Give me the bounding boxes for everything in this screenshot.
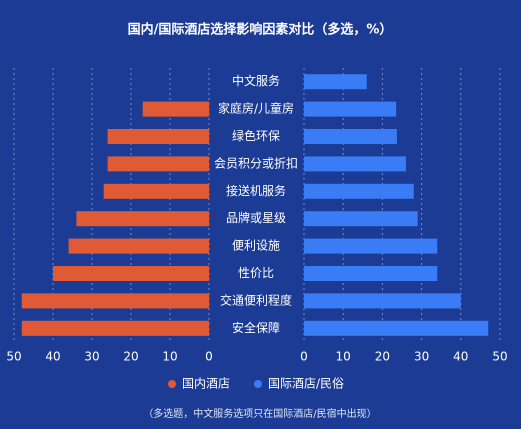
bar [107,129,209,144]
bar [103,183,209,199]
x-tick-label: 0 [300,350,308,364]
x-tick-label: 10 [162,350,177,364]
bar [304,238,438,254]
bar [304,211,418,227]
x-tick-label: 0 [205,350,213,364]
bar [76,211,210,227]
bar [304,129,397,144]
category-label: 中文服务 [232,73,280,88]
x-tick-label: 20 [123,350,138,364]
legend-swatch [168,380,176,388]
category-label: 便利设施 [232,239,280,253]
category-label: 家庭房/儿童房 [218,101,294,116]
x-tick-label: 30 [84,350,99,364]
x-tick-label: 10 [336,350,351,364]
bar [68,238,209,254]
category-label: 性价比 [238,266,274,280]
bar [304,293,461,309]
bar [21,320,209,336]
chart-title: 国内/国际酒店选择影响因素对比（多选，%） [128,22,393,38]
category-label: 绿色环保 [232,128,280,143]
legend-label: 国内酒店 [182,377,230,391]
bar [53,266,209,281]
x-tick-label: 40 [453,350,468,364]
legend-label: 国际酒店/民俗 [268,377,344,391]
bar [304,183,414,199]
footnote: （多选题，中文服务选项只在国际酒店/民宿中出现） [143,407,376,420]
bar [107,156,209,172]
category-label: 品牌或星级 [226,211,286,225]
x-tick-label: 40 [45,350,60,364]
x-tick-label: 50 [492,350,507,364]
x-tick-label: 50 [6,350,21,364]
x-tick-label: 20 [375,350,390,364]
bar [304,266,438,281]
bar [304,74,367,90]
category-label: 会员积分或折扣 [214,155,298,170]
bar [21,293,209,309]
x-tick-label: 30 [414,350,429,364]
bar [142,101,209,117]
bar [304,101,397,117]
category-label: 交通便利程度 [220,292,292,307]
bar [304,156,406,172]
legend-swatch [254,380,262,388]
category-label: 接送机服务 [226,183,286,198]
bar [304,320,489,336]
category-label: 安全保障 [232,320,280,335]
